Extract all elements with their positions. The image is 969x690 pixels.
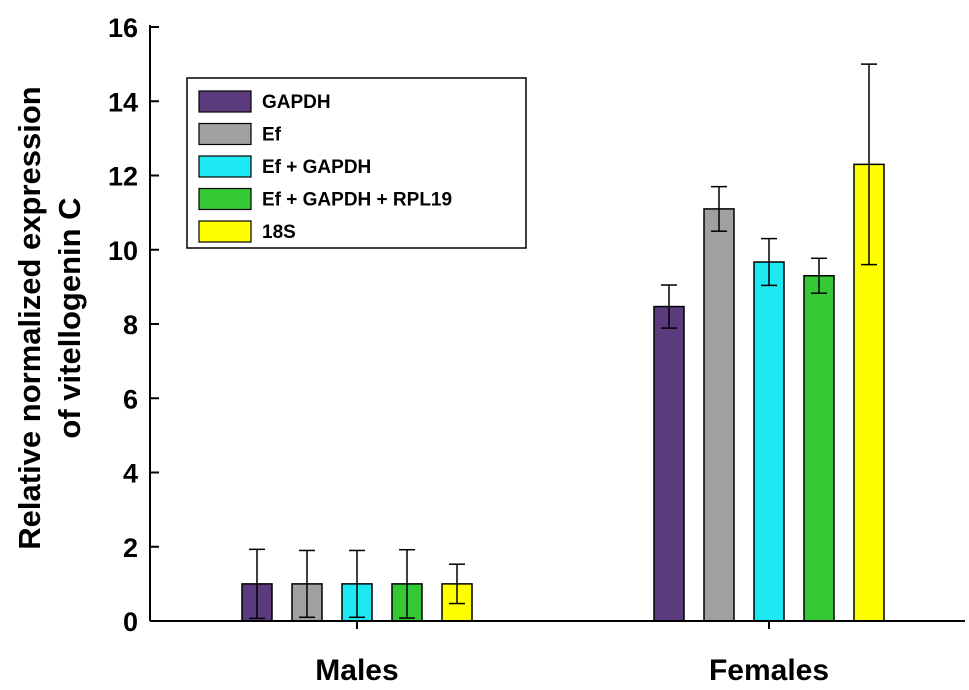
legend-label: 18S [262, 222, 296, 243]
legend-label: Ef + GAPDH [262, 157, 371, 178]
y-axis-label-line-1: Relative normalized expression [12, 86, 47, 549]
x-category-label-females: Females [709, 654, 829, 687]
x-category-label-males: Males [315, 654, 398, 687]
legend-item-ef: Ef [198, 122, 282, 146]
bars [241, 63, 885, 622]
error-bar-18s-males [449, 563, 465, 605]
legend-label: GAPDH [262, 92, 331, 113]
legend: GAPDH Ef Ef + GAPDH Ef + GAPDH + RPL19 18S [186, 77, 527, 249]
y-axis-ticks: 0 2 4 6 8 10 12 14 16 [108, 13, 138, 637]
y-tick-label: 14 [108, 87, 138, 117]
y-tick-label: 10 [108, 236, 138, 266]
y-tick-label: 4 [123, 459, 138, 489]
y-tick-label: 16 [108, 13, 138, 43]
legend-swatch [198, 122, 252, 146]
error-bar-ef-females [711, 185, 727, 232]
y-tick-label: 2 [123, 533, 138, 563]
error-bar-18s-females [861, 63, 877, 266]
error-bar-ef-gapdh-rpl19-females [811, 257, 827, 294]
error-bar-gapdh-females [661, 284, 677, 329]
y-axis-label-line-2: of vitellogenin C [52, 197, 87, 438]
y-tick-label: 12 [108, 162, 138, 192]
axes [149, 25, 965, 629]
legend-label: Ef + GAPDH + RPL19 [262, 190, 452, 211]
legend-swatch [198, 187, 252, 211]
error-bar-ef-gapdh-males [349, 549, 365, 619]
legend-swatch [198, 155, 252, 178]
y-tick-label: 8 [123, 310, 138, 340]
y-tick-label: 0 [123, 607, 138, 637]
legend-item-gapdh: GAPDH [198, 90, 331, 113]
error-bar-ef-gapdh-females [761, 237, 777, 287]
bar-gapdh-females [653, 305, 685, 622]
legend-item-18s: 18S [198, 220, 296, 243]
x-axis-categories: Males Females [315, 654, 829, 687]
legend-label: Ef [262, 125, 282, 146]
legend-item-ef-gapdh-rpl19: Ef + GAPDH + RPL19 [198, 187, 452, 211]
error-bar-gapdh-males [249, 548, 265, 620]
legend-item-ef-gapdh: Ef + GAPDH [198, 155, 371, 178]
error-bar-ef-gapdh-rpl19-males [399, 548, 415, 619]
legend-swatch [198, 220, 252, 243]
bar-ef-gapdh-females [753, 261, 785, 622]
bar-ef-females [703, 208, 735, 622]
legend-swatch [198, 90, 252, 113]
y-axis-label: Relative normalized expression of vitell… [12, 86, 87, 549]
error-bar-ef-males [299, 549, 315, 619]
bar-ef-gapdh-rpl19-females [803, 274, 835, 622]
y-tick-label: 6 [123, 384, 138, 414]
